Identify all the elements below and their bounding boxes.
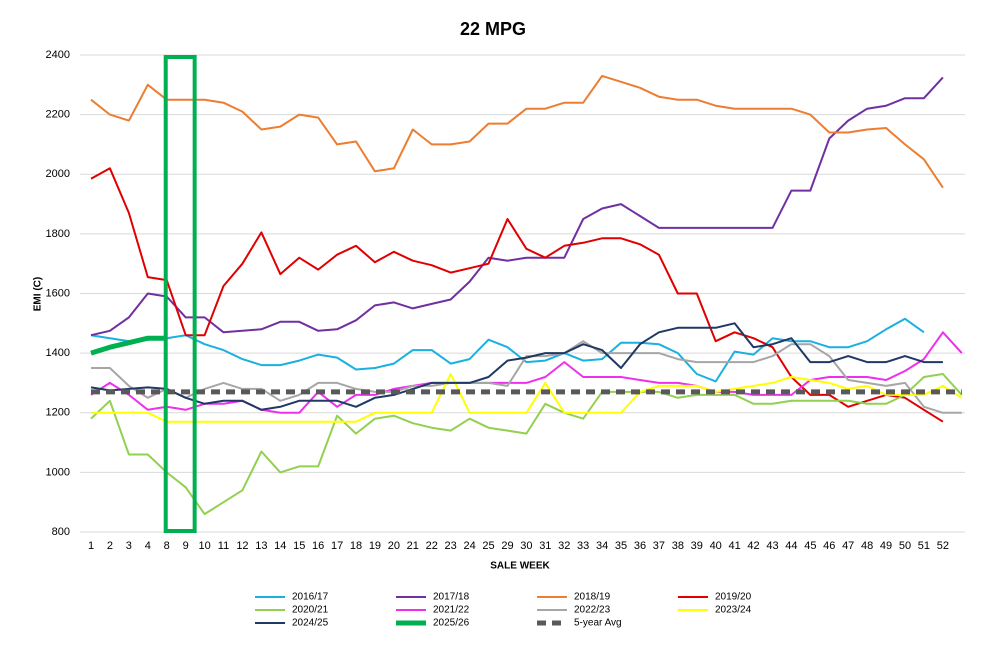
x-tick-label: 43	[766, 540, 778, 552]
x-tick-label: 14	[274, 540, 286, 552]
x-tick-label: 17	[331, 540, 343, 552]
y-tick-label: 2200	[46, 109, 70, 121]
legend-label: 5-year Avg	[574, 618, 622, 629]
series-line	[90, 335, 167, 356]
x-tick-label: 4	[145, 540, 151, 552]
x-tick-label: 37	[653, 540, 665, 552]
x-tick-label: 40	[710, 540, 722, 552]
series-line	[91, 340, 962, 414]
legend-label: 2021/22	[433, 605, 470, 616]
x-tick-label: 1	[88, 540, 94, 552]
x-tick-label: 23	[445, 540, 457, 552]
legend-label: 2017/18	[433, 592, 470, 603]
y-tick-label: 1400	[46, 347, 70, 359]
x-tick-label: 48	[861, 540, 873, 552]
legend-label: 2016/17	[292, 592, 329, 603]
x-tick-label: 2	[107, 540, 113, 552]
y-axis-label: EMI (C)	[33, 277, 44, 311]
x-tick-label: 38	[672, 540, 684, 552]
x-tick-label: 10	[198, 540, 210, 552]
y-tick-label: 2400	[46, 49, 70, 61]
y-tick-label: 1800	[46, 228, 70, 240]
x-tick-label: 21	[407, 540, 419, 552]
x-tick-label: 35	[615, 540, 627, 552]
x-tick-label: 42	[747, 540, 759, 552]
x-tick-label: 34	[596, 540, 608, 552]
x-tick-label: 51	[918, 540, 930, 552]
series-line	[90, 322, 943, 411]
series-line	[91, 373, 963, 423]
x-tick-label: 16	[312, 540, 324, 552]
legend-label: 2018/19	[574, 592, 611, 603]
x-tick-label: 3	[126, 540, 132, 552]
legend-label: 2025/26	[433, 618, 470, 629]
x-tick-label: 8	[164, 540, 170, 552]
x-tick-label: 50	[899, 540, 911, 552]
x-tick-label: 12	[236, 540, 248, 552]
legend-label: 2019/20	[715, 592, 752, 603]
x-tick-label: 44	[785, 540, 797, 552]
series-line	[90, 373, 963, 516]
series-line	[90, 167, 944, 423]
y-tick-label: 2000	[46, 168, 70, 180]
x-tick-label: 39	[691, 540, 703, 552]
x-tick-label: 25	[482, 540, 494, 552]
legend-label: 2020/21	[292, 605, 329, 616]
legend-label: 2023/24	[715, 605, 752, 616]
x-tick-label: 15	[293, 540, 305, 552]
y-tick-label: 1200	[46, 407, 70, 419]
series-line	[90, 74, 944, 189]
series-line	[90, 76, 944, 337]
x-tick-label: 24	[463, 540, 475, 552]
x-axis-label: SALE WEEK	[490, 561, 550, 572]
chart-title: 22 MPG	[460, 19, 526, 39]
x-tick-label: 31	[539, 540, 551, 552]
x-tick-label: 30	[520, 540, 532, 552]
x-tick-label: 9	[183, 540, 189, 552]
legend-label: 2024/25	[292, 618, 329, 629]
x-tick-label: 36	[634, 540, 646, 552]
y-tick-label: 800	[52, 526, 70, 538]
x-tick-label: 33	[577, 540, 589, 552]
x-tick-label: 49	[880, 540, 892, 552]
legend-label: 2022/23	[574, 605, 611, 616]
x-tick-label: 11	[218, 540, 229, 552]
x-tick-label: 22	[426, 540, 438, 552]
x-tick-label: 18	[350, 540, 362, 552]
x-tick-label: 52	[937, 540, 949, 552]
highlight-box	[163, 55, 197, 533]
x-tick-label: 45	[804, 540, 816, 552]
y-tick-label: 1000	[46, 466, 70, 478]
x-tick-label: 41	[728, 540, 740, 552]
x-tick-label: 13	[255, 540, 267, 552]
x-tick-label: 19	[369, 540, 381, 552]
x-tick-label: 32	[558, 540, 570, 552]
x-tick-label: 29	[501, 540, 513, 552]
x-tick-label: 46	[823, 540, 835, 552]
x-tick-label: 47	[842, 540, 854, 552]
y-tick-label: 1600	[46, 287, 70, 299]
x-tick-label: 20	[388, 540, 400, 552]
